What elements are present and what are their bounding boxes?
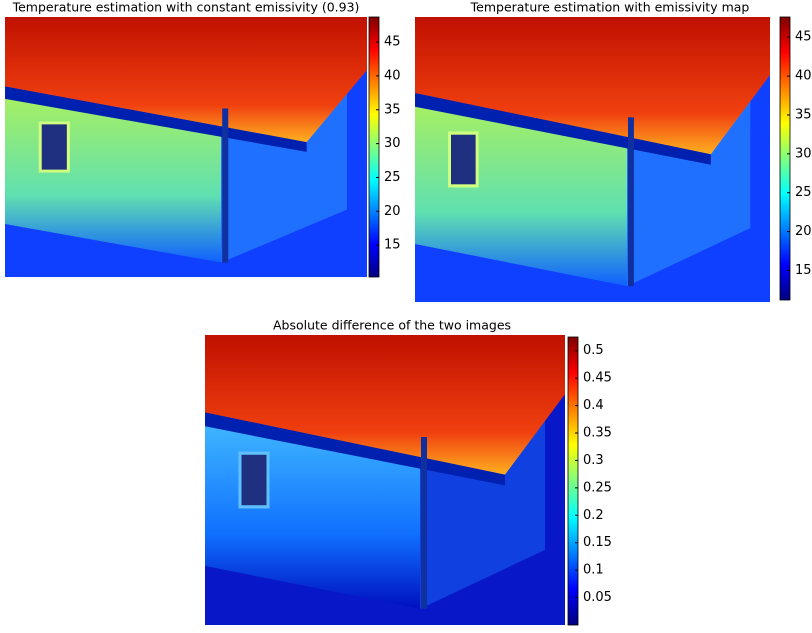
roof (205, 335, 565, 475)
colorbar-tick-label: 25 (384, 170, 401, 185)
colorbar (779, 16, 791, 301)
window (448, 131, 479, 188)
colorbar (567, 336, 579, 626)
colorbar-tick-label: 0.5 (583, 343, 604, 358)
colorbar-tick-label: 0.4 (583, 398, 604, 413)
roof (5, 17, 367, 143)
colorbar-tick-label: 20 (384, 204, 401, 219)
colorbar-tick-label: 15 (795, 263, 812, 278)
thermal-image (5, 17, 367, 277)
colorbar-tick-label: 35 (384, 102, 401, 117)
colorbar-tick-label: 0.25 (583, 480, 612, 495)
colorbar-tick-label: 40 (795, 69, 812, 84)
thermal-image (415, 17, 770, 302)
drainpipe (421, 437, 427, 609)
colorbar-tick-label: 0.15 (583, 535, 612, 550)
panel-title: Absolute difference of the two images (273, 318, 511, 333)
drainpipe (628, 117, 634, 287)
colorbar-tick-label: 0.2 (583, 508, 604, 523)
eave (5, 86, 307, 152)
eave (415, 93, 711, 165)
window (38, 121, 70, 173)
colorbar (368, 16, 380, 278)
colorbar-tick-label: 40 (384, 68, 401, 83)
colorbar-tick-label: 0.1 (583, 563, 604, 578)
colorbar-tick-label: 45 (384, 35, 401, 50)
window (238, 451, 270, 509)
panel-title: Temperature estimation with constant emi… (12, 0, 360, 15)
colorbar-tick-label: 0.45 (583, 371, 612, 386)
drainpipe (222, 108, 229, 263)
roof (415, 17, 770, 155)
colorbar-tick-label: 15 (384, 238, 401, 253)
colorbar-tick-label: 25 (795, 185, 812, 200)
panel-title: Temperature estimation with emissivity m… (470, 0, 750, 15)
colorbar-tick-label: 30 (795, 146, 812, 161)
colorbar-tick-label: 0.05 (583, 590, 612, 605)
colorbar-tick-label: 35 (795, 107, 812, 122)
colorbar-tick-label: 30 (384, 136, 401, 151)
thermal-image (205, 335, 565, 625)
colorbar-tick-label: 0.35 (583, 426, 612, 441)
colorbar-tick-label: 0.3 (583, 453, 604, 468)
colorbar-tick-label: 45 (795, 30, 812, 45)
eave (205, 412, 505, 486)
colorbar-tick-label: 20 (795, 224, 812, 239)
